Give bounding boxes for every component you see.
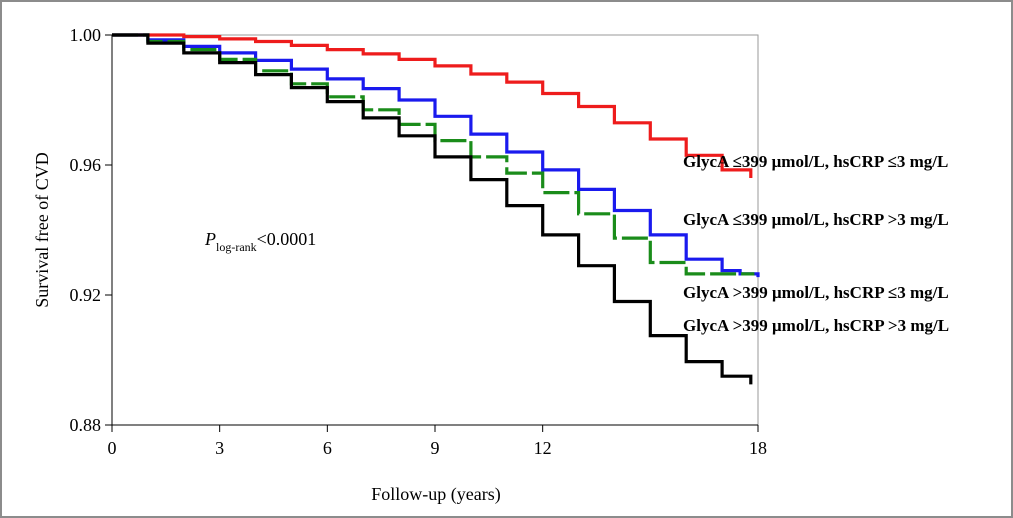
y-tick-label: 0.88 bbox=[70, 415, 102, 435]
series-labels: GlycA ≤399 μmol/L, hsCRP ≤3 mg/L GlycA ≤3… bbox=[683, 152, 949, 335]
x-tick-label: 0 bbox=[108, 438, 117, 458]
p-subscript: log-rank bbox=[216, 240, 257, 254]
x-tick-label: 9 bbox=[431, 438, 440, 458]
series-line-2 bbox=[112, 33, 760, 278]
series-label-3: GlycA >399 μmol/L, hsCRP ≤3 mg/L bbox=[683, 283, 949, 302]
series-label-1: GlycA ≤399 μmol/L, hsCRP ≤3 mg/L bbox=[683, 152, 948, 171]
y-axis-label: Survival free of CVD bbox=[32, 152, 52, 307]
series-line-1 bbox=[112, 33, 753, 178]
x-tick-label: 6 bbox=[323, 438, 332, 458]
x-tick-label: 18 bbox=[749, 438, 767, 458]
p-symbol: P bbox=[204, 229, 216, 249]
x-axis-label: Follow-up (years) bbox=[371, 484, 500, 505]
y-tick-label: 0.96 bbox=[70, 155, 102, 175]
y-tick-label: 0.92 bbox=[70, 285, 102, 305]
series-label-2: GlycA ≤399 μmol/L, hsCRP >3 mg/L bbox=[683, 210, 949, 229]
series-lines bbox=[112, 33, 760, 385]
series-label-4: GlycA >399 μmol/L, hsCRP >3 mg/L bbox=[683, 316, 949, 335]
x-tick-label: 3 bbox=[215, 438, 224, 458]
p-value-annotation: Plog-rank<0.0001 bbox=[204, 229, 316, 254]
x-tick-label: 12 bbox=[534, 438, 552, 458]
p-value: <0.0001 bbox=[257, 229, 317, 249]
plot-axes: 0 3 6 9 12 18 0.88 0.92 0.96 1.00 bbox=[70, 25, 768, 458]
series-line-4 bbox=[112, 33, 753, 385]
y-tick-label: 1.00 bbox=[70, 25, 102, 45]
